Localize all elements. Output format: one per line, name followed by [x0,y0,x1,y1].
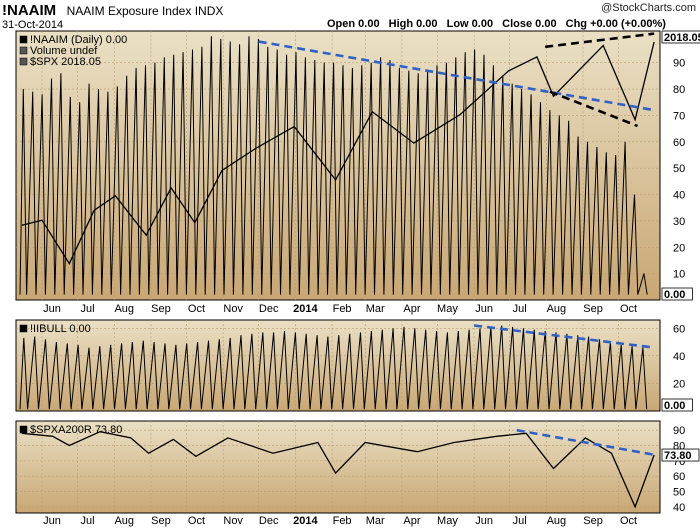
y-tick-label: 10 [673,269,685,281]
y-tick-label: 20 [673,378,685,390]
last-value-box [661,287,693,301]
x-tick-label: Dec [259,515,279,527]
x-tick-label: Jul [513,303,527,315]
y-tick-label: 90 [673,58,685,70]
y-tick-label: 40 [673,502,685,514]
last-value-label: 0.00 [664,400,685,412]
series-!IIBULL [19,325,648,410]
x-tick-label: Aug [547,303,567,315]
x-tick-label: Jun [475,303,493,315]
index-name: NAAIM Exposure Index INDX [66,4,224,18]
panel-!IIBULL [15,319,661,412]
black-trendline [549,90,638,128]
y-tick-label: 50 [673,163,685,175]
x-tick-label: Sep [583,303,603,315]
close-value: Close 0.00 [502,18,557,30]
legend-swatch [19,324,28,333]
x-tick-label: Aug [547,515,567,527]
x-tick-label: May [437,303,458,315]
x-tick-label: Oct [188,515,205,527]
x-tick-label: Mar [366,303,385,315]
x-tick-label: Dec [259,303,279,315]
legend-entry: !NAAIM (Daily) 0.00 [30,34,127,46]
last-value-label: 2018.05 [664,32,700,44]
x-tick-label: Sep [151,303,171,315]
last-value-label: 73.80 [664,450,692,462]
x-tick-label: Oct [188,303,205,315]
x-tick-label: Jun [43,303,61,315]
x-tick-label: Sep [583,515,603,527]
y-tick-label: 20 [673,242,685,254]
x-tick-label: Oct [620,303,637,315]
last-value-label: 0.00 [664,289,685,301]
date-label: 31-Oct-2014 [2,19,64,31]
last-value-box [661,30,700,44]
series-$SPX [21,41,655,265]
legend-entry: $SPXA200R 73.80 [30,424,122,436]
x-tick-label: 2014 [293,303,318,315]
legend-swatch [19,57,28,66]
x-tick-label: Nov [223,515,243,527]
x-tick-label: Feb [333,303,352,315]
ohlc-readout: Open 0.00 High 0.00 Low 0.00 Close 0.00 … [327,18,700,30]
symbol-label: !NAAIM [2,2,57,19]
x-tick-label: May [437,515,458,527]
legend-entry: Volume undef [30,45,98,57]
open-value: Open 0.00 [327,18,380,30]
y-tick-label: 30 [673,216,685,228]
high-value: High 0.00 [388,18,438,30]
x-tick-label: Oct [620,515,637,527]
x-tick-label: Apr [403,303,420,315]
x-tick-label: Jul [81,515,95,527]
series-$SPXA200R [21,431,655,509]
x-tick-label: Aug [114,303,134,315]
legend-swatch [19,35,28,44]
y-tick-label: 80 [673,84,685,96]
y-tick-label: 70 [673,110,685,122]
x-tick-label: Jun [475,515,493,527]
x-tick-label: 2014 [293,515,318,527]
x-tick-label: Aug [114,515,134,527]
x-tick-label: Apr [403,515,420,527]
y-tick-label: 60 [673,323,685,335]
x-tick-label: Mar [366,515,385,527]
x-tick-label: Sep [151,515,171,527]
legend-swatch [19,46,28,55]
last-value-box [661,448,700,462]
x-tick-label: Jun [43,515,61,527]
x-tick-label: Feb [333,515,352,527]
legend-entry: $SPX 2018.05 [30,56,101,68]
y-tick-label: 90 [673,425,685,437]
series-!NAAIM [19,36,648,295]
black-trendline [545,32,655,49]
last-value-box [661,398,693,412]
y-tick-label: 60 [673,471,685,483]
x-tick-label: Nov [223,303,243,315]
change-value: Chg +0.00 (+0.00%) [565,18,666,30]
legend-entry: !IIBULL 0.00 [30,323,91,335]
y-tick-label: 40 [673,351,685,363]
blue-trendline [473,324,655,349]
watermark: @StockCharts.com [601,2,696,14]
x-tick-label: Jul [513,515,527,527]
legend-swatch [19,425,28,434]
blue-trendline [258,40,655,112]
x-tick-label: Jul [81,303,95,315]
chart-title: !NAAIM NAAIM Exposure Index INDX [2,2,700,20]
low-value: Low 0.00 [446,18,494,30]
y-tick-label: 50 [673,487,685,499]
y-tick-label: 60 [673,137,685,149]
y-tick-label: 40 [673,190,685,202]
blue-trendline [516,428,655,457]
